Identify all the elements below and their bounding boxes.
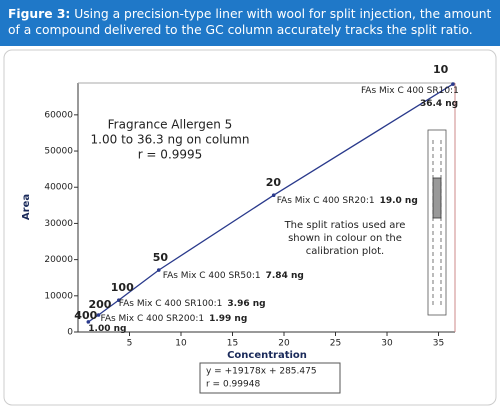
point-amount: 1.99 ng	[209, 313, 247, 323]
fit-text: y = +19178x + 285.475	[206, 367, 317, 377]
ratio-label: 400	[74, 309, 97, 322]
x-tick-label: 5	[127, 339, 133, 349]
point-label: FAs Mix C 400 SR100:1 3.96 ng	[119, 299, 266, 309]
point	[86, 320, 91, 324]
r-value: r = 0.9995	[138, 148, 203, 162]
y-tick-label: 40000	[44, 183, 73, 193]
x-axis-label: Concentration	[227, 350, 307, 361]
point-name: FAs Mix C 400 SR10:1	[361, 86, 459, 96]
chart-title: Fragrance Allergen 5	[108, 118, 233, 132]
x-tick-label: 10	[175, 339, 187, 349]
ratio-label: 20	[266, 176, 282, 189]
caption-label: Figure 3:	[8, 7, 71, 21]
point-label: FAs Mix C 400 SR200:1 1.99 ng	[100, 313, 247, 323]
point-name: FAs Mix C 400 SR50:1	[163, 271, 261, 281]
point-amount: 3.96 ng	[227, 299, 265, 309]
caption-text: Using a precision-type liner with wool f…	[8, 7, 492, 37]
subtitle: 1.00 to 36.3 ng on column	[91, 133, 250, 147]
fit-box	[199, 362, 341, 394]
frame	[3, 49, 497, 406]
point-label: 1.00 ng	[88, 323, 126, 333]
fit-line	[87, 83, 454, 323]
point-name: FAs Mix C 400 SR200:1	[100, 313, 204, 323]
x-tick-label: 20	[278, 339, 290, 349]
point	[96, 313, 101, 317]
y-tick-label: 10000	[44, 291, 73, 301]
y-tick-label: 0	[67, 328, 73, 338]
point-label: FAs Mix C 400 SR50:1 7.84 ng	[163, 271, 304, 281]
x-tick-label: 15	[227, 339, 238, 349]
y-tick-label: 50000	[44, 147, 73, 157]
liner	[427, 129, 447, 316]
point-label: FAs Mix C 400 SR20:1 19.0 ng	[277, 196, 418, 206]
annotation: calibration plot.	[306, 246, 384, 257]
x-tick-label: 35	[433, 339, 444, 349]
ratio-label: 200	[88, 298, 111, 311]
y-tick-label: 20000	[44, 255, 73, 265]
ratio-label: 100	[111, 281, 134, 294]
point-amount: 36.4 ng	[420, 99, 458, 109]
point	[156, 268, 161, 272]
point	[116, 298, 121, 302]
ratio-label: 50	[153, 251, 169, 264]
point	[451, 82, 455, 86]
ratio-label: 10	[433, 63, 449, 76]
point-name: FAs Mix C 400 SR100:1	[119, 299, 223, 309]
caption: Figure 3: Using a precision-type liner w…	[0, 0, 500, 46]
y-tick-label: 60000	[44, 110, 73, 120]
fit-text: r = 0.99948	[206, 380, 260, 390]
point-name: FAs Mix C 400 SR20:1	[277, 196, 375, 206]
point-amount: 1.00 ng	[88, 323, 126, 333]
point-amount: 19.0 ng	[380, 196, 418, 206]
point-label: FAs Mix C 400 SR10:1 36.4 ng	[361, 86, 459, 109]
x-tick-label: 25	[330, 339, 341, 349]
y-tick-label: 30000	[44, 219, 73, 229]
y-axis-label: Area	[21, 194, 32, 220]
point	[271, 193, 276, 197]
point-amount: 7.84 ng	[266, 271, 304, 281]
annotation: The split ratios used are	[284, 220, 406, 231]
x-tick-label: 30	[381, 339, 393, 349]
annotation: shown in colour on the	[288, 233, 402, 244]
